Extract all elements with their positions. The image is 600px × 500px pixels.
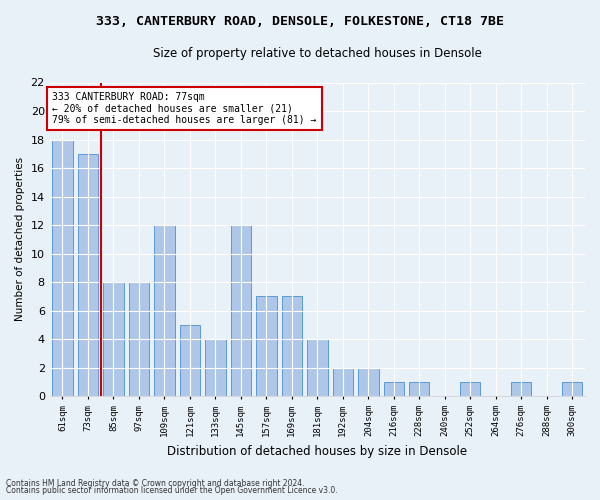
Bar (103, 282, 124, 397)
Bar (358, 368, 379, 396)
Bar (332, 368, 353, 396)
Bar (511, 382, 532, 396)
Bar (307, 339, 328, 396)
Bar (230, 225, 251, 396)
Text: 333, CANTERBURY ROAD, DENSOLE, FOLKESTONE, CT18 7BE: 333, CANTERBURY ROAD, DENSOLE, FOLKESTON… (96, 15, 504, 28)
Bar (409, 382, 430, 396)
Y-axis label: Number of detached properties: Number of detached properties (15, 158, 25, 322)
Bar (256, 296, 277, 396)
Bar (154, 225, 175, 396)
X-axis label: Distribution of detached houses by size in Densole: Distribution of detached houses by size … (167, 444, 467, 458)
Bar (52, 140, 73, 396)
Bar (281, 296, 302, 396)
Bar (128, 282, 149, 397)
Bar (460, 382, 481, 396)
Text: Contains public sector information licensed under the Open Government Licence v3: Contains public sector information licen… (6, 486, 338, 495)
Bar (205, 339, 226, 396)
Bar (78, 154, 98, 396)
Title: Size of property relative to detached houses in Densole: Size of property relative to detached ho… (153, 48, 482, 60)
Bar (562, 382, 583, 396)
Text: 333 CANTERBURY ROAD: 77sqm
← 20% of detached houses are smaller (21)
79% of semi: 333 CANTERBURY ROAD: 77sqm ← 20% of deta… (52, 92, 317, 125)
Text: Contains HM Land Registry data © Crown copyright and database right 2024.: Contains HM Land Registry data © Crown c… (6, 478, 305, 488)
Bar (383, 382, 404, 396)
Bar (179, 325, 200, 396)
